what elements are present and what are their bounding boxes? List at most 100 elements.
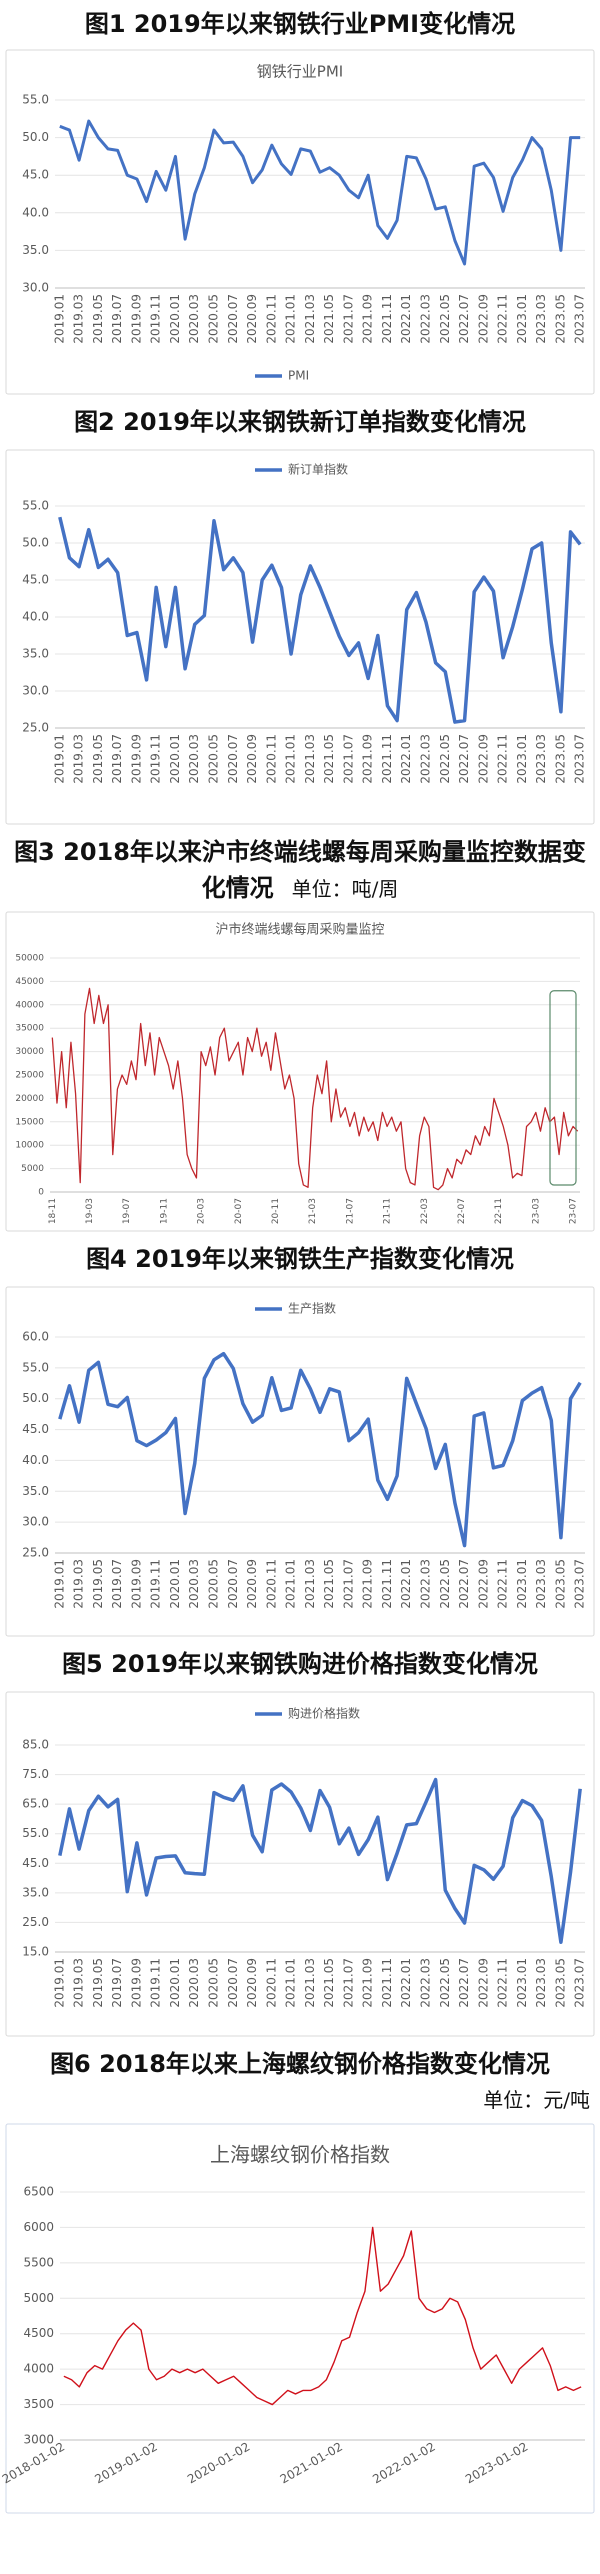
- x-tick-label: 19-03: [85, 1198, 95, 1224]
- chart-frame: [5, 911, 595, 1232]
- chart: 15.0 25.0 35.0 45.0 55.0 65.0 75.0 85.0 2019.01 2…: [5, 1691, 595, 2037]
- chart-title: 沪市终端线螺每周采购量监控: [215, 922, 384, 938]
- x-tick-label: 2023.03: [534, 734, 548, 784]
- x-tick-label: 2021.01: [284, 734, 298, 784]
- x-tick-label: 2022.03: [419, 294, 433, 344]
- x-tick-label: 2023.01: [515, 1958, 529, 2008]
- data-line: [58, 516, 582, 724]
- x-tick-label: 2020.01: [168, 294, 182, 344]
- y-tick-label: 65.0: [22, 1797, 49, 1811]
- y-tick-label: 25.0: [22, 1915, 49, 1929]
- x-tick-label: 2019.05: [91, 1958, 105, 2008]
- x-tick-label: 2022.03: [419, 1958, 433, 2008]
- x-tick-label: 2020.05: [207, 1958, 221, 2008]
- x-tick-label: 2022.05: [438, 734, 452, 784]
- x-tick-label: 2023.07: [573, 734, 587, 784]
- figure-caption: 图6 2018年以来上海螺纹钢价格指数变化情况 单位：元/吨: [0, 2040, 600, 2122]
- figure-caption: 图2 2019年以来钢铁新订单指数变化情况: [0, 398, 600, 448]
- x-tick-label: 2019.05: [91, 734, 105, 784]
- x-tick-label: 2019.07: [110, 1559, 124, 1609]
- chart: 上海螺纹钢价格指数 3000 3500 4000 4500 5000 5500 6000 650…: [0, 2123, 595, 2514]
- x-tick-label: 2022-01-02: [370, 2440, 437, 2487]
- figure-caption: 图3 2018年以来沪市终端线螺每周采购量监控数据变化情况 单位：吨/周: [0, 828, 600, 910]
- legend-label: 生产指数: [288, 1301, 336, 1316]
- x-tick-label: 2020.03: [187, 1559, 201, 1609]
- x-tick-label: 2019.11: [149, 734, 163, 784]
- chart: 25.0 30.0 35.0 40.0 45.0 50.0 55.0 60.0 2019.01 2…: [5, 1286, 595, 1637]
- x-tick-label: 2020.07: [226, 1559, 240, 1609]
- legend-label: 新订单指数: [288, 462, 348, 477]
- x-tick-label: 2020.11: [264, 1559, 278, 1609]
- x-tick-label: 18-11: [48, 1198, 58, 1224]
- x-tick-label: 2021.07: [341, 1559, 355, 1609]
- x-tick-label: 2020.11: [264, 294, 278, 344]
- data-line: [59, 119, 581, 266]
- x-tick-label: 2020.03: [187, 734, 201, 784]
- figure-caption: 图1 2019年以来钢铁行业PMI变化情况: [0, 0, 600, 48]
- x-tick-label: 22-07: [457, 1198, 467, 1224]
- x-tick-label: 2019.09: [129, 1958, 143, 2008]
- x-tick-label: 2021.01: [284, 1958, 298, 2008]
- y-tick-label: 55.0: [22, 1360, 49, 1374]
- x-tick-label: 2019.09: [129, 734, 143, 784]
- x-tick-label: 2022.03: [419, 1559, 433, 1609]
- x-tick-label: 2019.03: [72, 1559, 86, 1609]
- x-tick-label: 2020.07: [226, 294, 240, 344]
- caption-text: 图4 2019年以来钢铁生产指数变化情况: [86, 1245, 514, 1273]
- x-tick-label: 2021.05: [322, 1559, 336, 1609]
- x-tick-label: 2020.11: [264, 734, 278, 784]
- x-tick-label: 2022.07: [457, 1559, 471, 1609]
- x-tick-label: 2022.05: [438, 294, 452, 344]
- y-tick-label: 55.0: [22, 499, 49, 513]
- x-tick-label: 22-11: [494, 1198, 504, 1224]
- x-tick-label: 2021.01: [284, 1559, 298, 1609]
- y-tick-label: 5000: [21, 1164, 44, 1174]
- x-tick-label: 2020-01-02: [185, 2440, 252, 2487]
- y-tick-label: 60.0: [22, 1330, 49, 1344]
- y-tick-label: 50.0: [22, 1391, 49, 1405]
- x-tick-label: 22-03: [420, 1198, 430, 1224]
- y-tick-label: 40.0: [22, 205, 49, 219]
- y-tick-label: 85.0: [22, 1738, 49, 1752]
- x-tick-label: 2021.03: [303, 734, 317, 784]
- x-tick-label: 2019.09: [129, 1559, 143, 1609]
- y-tick-label: 35.0: [22, 243, 49, 257]
- x-tick-label: 2020.07: [226, 734, 240, 784]
- y-tick-label: 30.0: [22, 1515, 49, 1529]
- y-tick-label: 6000: [23, 2220, 54, 2234]
- y-tick-label: 10000: [15, 1141, 44, 1151]
- x-tick-label: 2023.01: [515, 734, 529, 784]
- x-tick-label: 2020.09: [245, 294, 259, 344]
- x-tick-label: 20-11: [271, 1198, 281, 1224]
- x-tick-label: 2021.07: [341, 1958, 355, 2008]
- legend-label: PMI: [288, 369, 309, 383]
- x-tick-label: 2019.09: [129, 294, 143, 344]
- y-tick-label: 15000: [15, 1117, 44, 1127]
- x-tick-label: 19-07: [122, 1198, 132, 1224]
- x-tick-label: 2019.03: [72, 734, 86, 784]
- x-tick-label: 2019.01: [52, 1958, 66, 2008]
- x-tick-label: 2020.03: [187, 1958, 201, 2008]
- y-tick-label: 40.0: [22, 1453, 49, 1467]
- y-tick-label: 35000: [15, 1024, 44, 1034]
- chart: 25.0 30.0 35.0 40.0 45.0 50.0 55.0 2019.01 2019.…: [5, 449, 595, 825]
- x-tick-label: 2023.07: [573, 294, 587, 344]
- y-tick-label: 5000: [23, 2291, 54, 2305]
- y-tick-label: 50.0: [22, 536, 49, 550]
- y-tick-label: 25.0: [22, 721, 49, 735]
- x-tick-label: 2019.07: [110, 1958, 124, 2008]
- x-tick-label: 2023.03: [534, 1958, 548, 2008]
- x-tick-label: 23-07: [569, 1198, 579, 1224]
- x-tick-label: 2021.05: [322, 1958, 336, 2008]
- y-tick-label: 4000: [23, 2362, 54, 2376]
- x-tick-label: 2020.05: [207, 294, 221, 344]
- y-tick-label: 40000: [15, 1000, 44, 1010]
- y-tick-label: 3000: [23, 2433, 54, 2447]
- x-tick-label: 2022.07: [457, 734, 471, 784]
- x-tick-label: 2021.05: [322, 294, 336, 344]
- x-tick-label: 2023.01: [515, 1559, 529, 1609]
- x-tick-label: 2019.01: [52, 734, 66, 784]
- x-tick-label: 2019.03: [72, 1958, 86, 2008]
- x-tick-label: 2019.07: [110, 734, 124, 784]
- x-tick-label: 21-03: [308, 1198, 318, 1224]
